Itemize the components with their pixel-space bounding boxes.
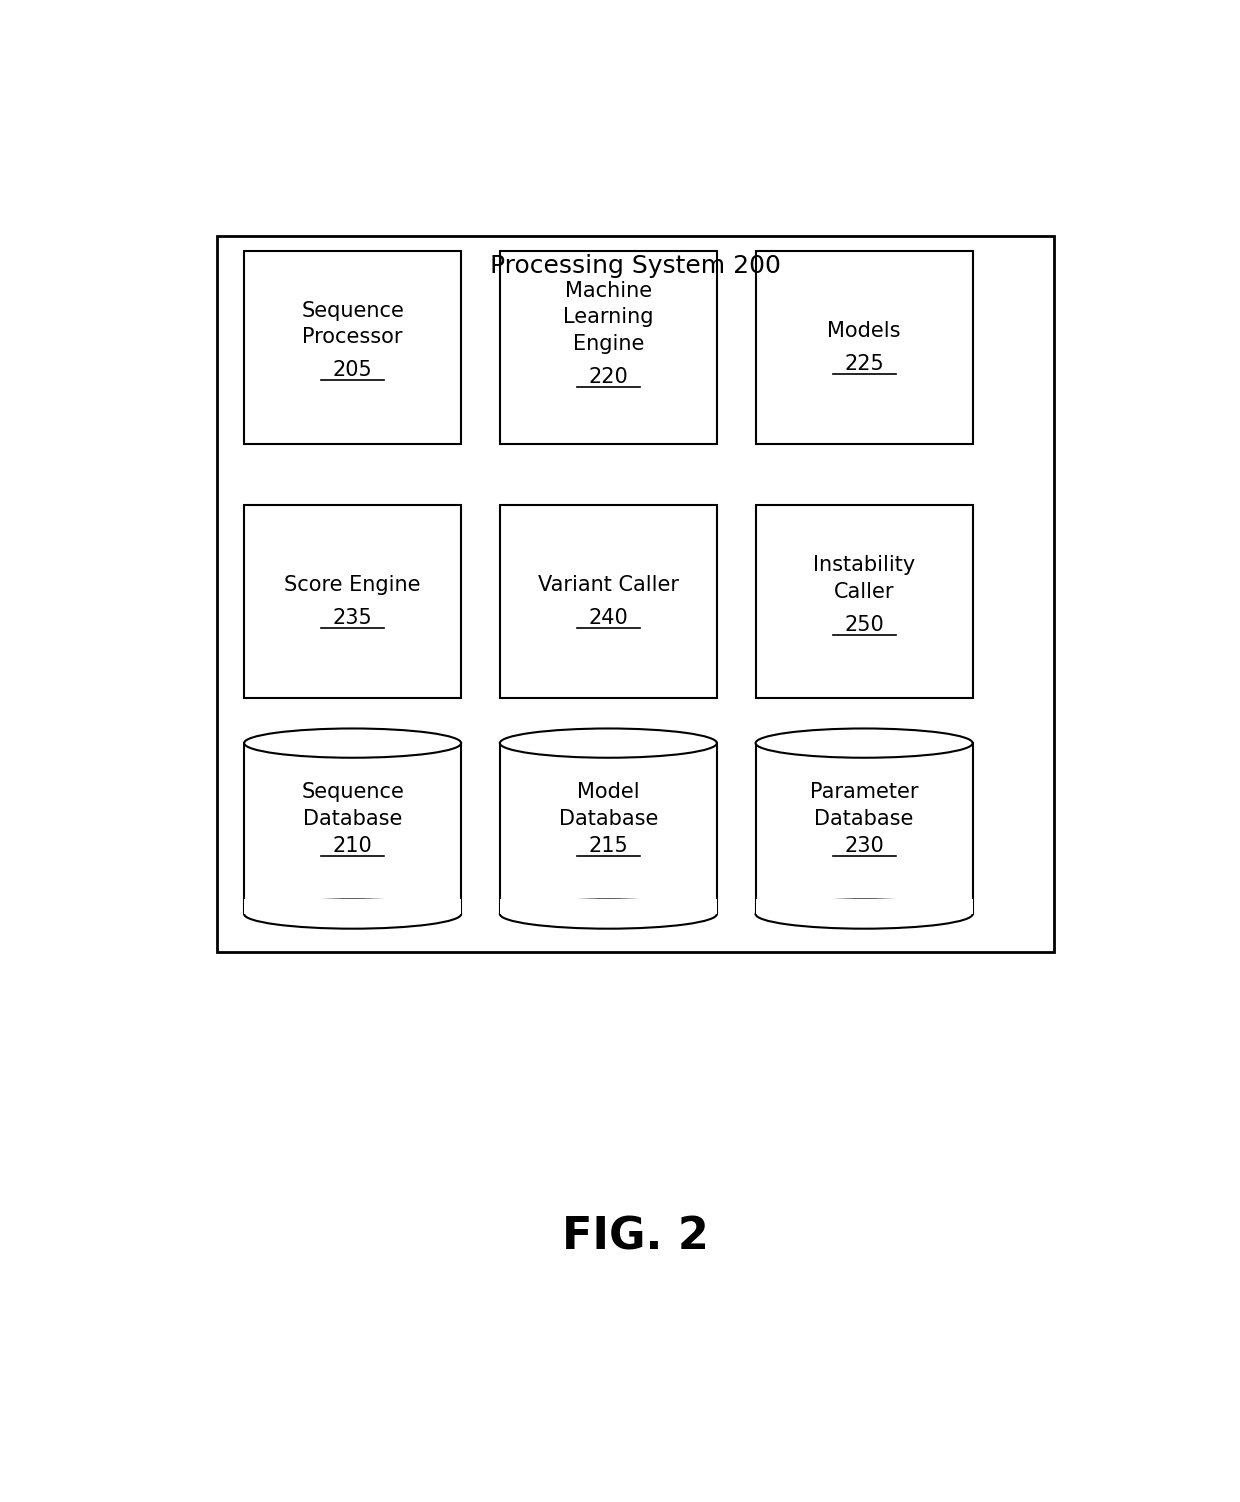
Bar [217, 236, 1054, 952]
Bar [755, 505, 972, 698]
Text: Sequence
Processor: Sequence Processor [301, 300, 404, 347]
Text: Processing System 200: Processing System 200 [490, 254, 781, 278]
Text: 210: 210 [332, 835, 372, 856]
Text: Models: Models [827, 321, 901, 341]
Text: FIG. 2: FIG. 2 [562, 1215, 709, 1259]
Text: Score Engine: Score Engine [284, 575, 420, 595]
Text: Parameter
Database: Parameter Database [810, 783, 919, 829]
Text: Variant Caller: Variant Caller [538, 575, 678, 595]
Text: 235: 235 [332, 608, 372, 628]
Text: Model
Database: Model Database [559, 783, 658, 829]
Ellipse shape [755, 728, 972, 757]
Bar [500, 505, 717, 698]
Bar [500, 743, 717, 915]
Bar [244, 900, 461, 915]
Ellipse shape [755, 900, 972, 928]
Text: Machine
Learning
Engine: Machine Learning Engine [563, 281, 653, 353]
Text: 225: 225 [844, 353, 884, 374]
Text: 230: 230 [844, 835, 884, 856]
Ellipse shape [500, 728, 717, 757]
Bar [755, 251, 972, 443]
Text: Sequence
Database: Sequence Database [301, 783, 404, 829]
Bar [500, 251, 717, 443]
Text: 250: 250 [844, 614, 884, 634]
Text: 215: 215 [589, 835, 629, 856]
Bar [244, 505, 461, 698]
Bar [500, 900, 717, 915]
Text: 205: 205 [332, 360, 372, 380]
Text: 220: 220 [589, 368, 629, 388]
Bar [244, 743, 461, 915]
Ellipse shape [244, 900, 461, 928]
Ellipse shape [244, 728, 461, 757]
Text: 240: 240 [589, 608, 629, 628]
Ellipse shape [500, 900, 717, 928]
Bar [755, 743, 972, 915]
Bar [244, 251, 461, 443]
Bar [755, 900, 972, 915]
Text: Instability
Caller: Instability Caller [813, 556, 915, 601]
